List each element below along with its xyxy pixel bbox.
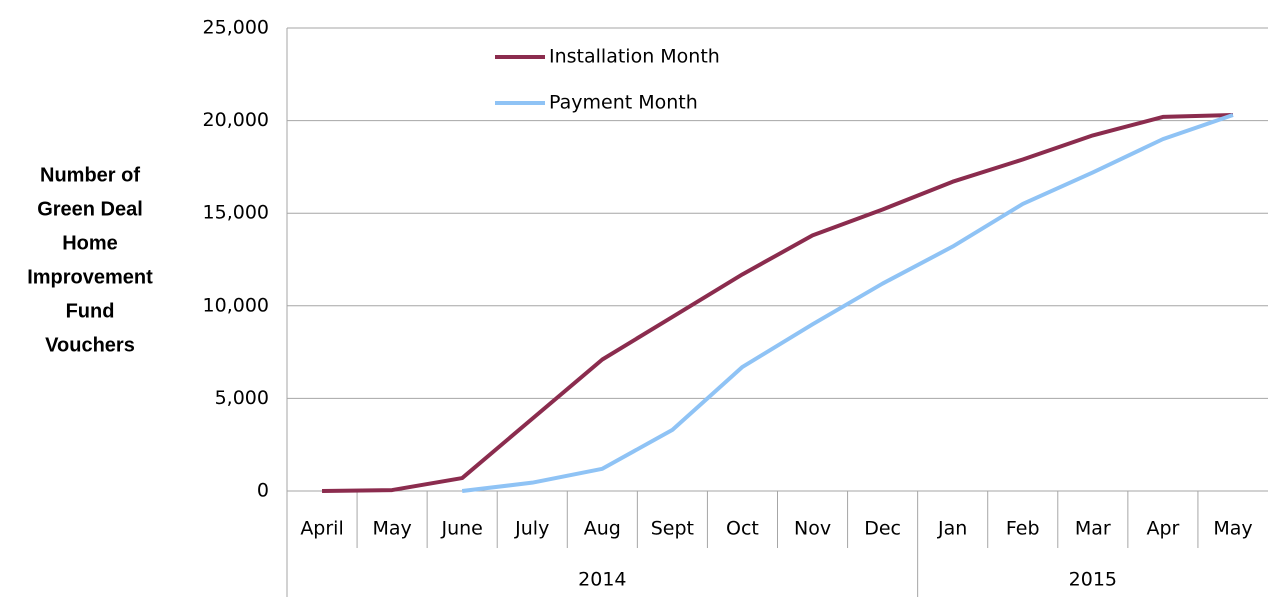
y-axis-title: Fund <box>66 300 115 322</box>
x-tick-label: Nov <box>794 518 831 540</box>
x-tick-label: Apr <box>1146 518 1179 540</box>
y-axis-title: Improvement <box>27 266 153 288</box>
y-axis-title: Home <box>62 232 118 254</box>
y-tick-label: 20,000 <box>203 109 269 131</box>
x-tick-label: Dec <box>864 518 901 540</box>
y-tick-label: 25,000 <box>203 17 269 39</box>
x-tick-label: June <box>440 518 482 540</box>
x-tick-label: May <box>372 518 411 540</box>
x-tick-label: Sept <box>651 518 694 540</box>
x-group-label: 2014 <box>578 569 626 591</box>
x-tick-label: Feb <box>1006 518 1040 540</box>
x-tick-label: Jan <box>937 518 967 540</box>
x-tick-label: May <box>1213 518 1252 540</box>
y-axis-title: Green Deal <box>37 198 143 220</box>
x-tick-label: Mar <box>1075 518 1111 540</box>
legend-label: Installation Month <box>549 46 720 68</box>
y-axis-title: Vouchers <box>45 334 135 356</box>
x-tick-label: Oct <box>726 518 759 540</box>
series-line <box>322 113 1234 493</box>
y-tick-label: 0 <box>257 480 269 502</box>
series-line <box>461 113 1234 493</box>
x-group-label: 2015 <box>1069 569 1117 591</box>
x-tick-label: April <box>300 518 343 540</box>
y-tick-label: 10,000 <box>203 294 269 316</box>
y-tick-label: 15,000 <box>203 202 269 224</box>
y-axis-title: Number of <box>40 164 140 186</box>
y-tick-label: 5,000 <box>215 387 269 409</box>
x-tick-label: Aug <box>584 518 621 540</box>
legend-label: Payment Month <box>549 92 698 114</box>
x-tick-label: July <box>514 518 549 540</box>
